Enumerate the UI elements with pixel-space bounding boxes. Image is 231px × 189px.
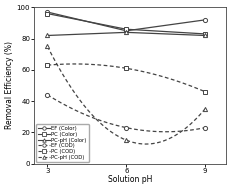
Y-axis label: Removal Efficiency (%): Removal Efficiency (%)	[5, 41, 14, 129]
Legend: EF (Color), PC (Color), PC-pH (Color), EF (COD), PC (COD), PC-pH (COD): EF (Color), PC (Color), PC-pH (Color), E…	[36, 124, 89, 162]
X-axis label: Solution pH: Solution pH	[108, 175, 152, 184]
